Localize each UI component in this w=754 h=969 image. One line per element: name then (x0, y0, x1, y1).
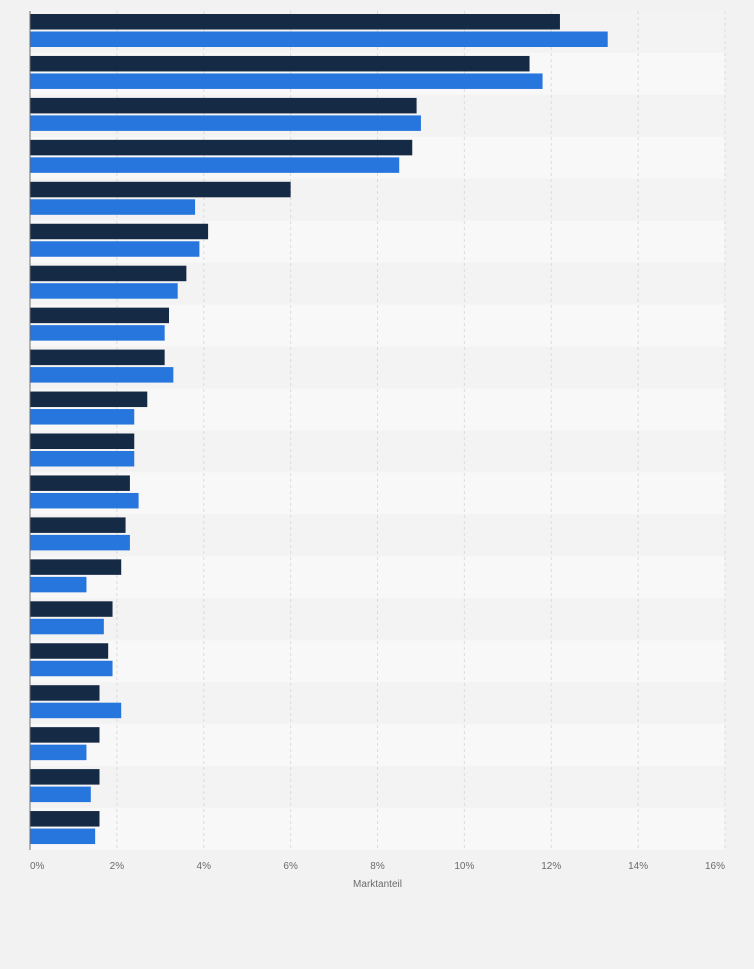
bar-series-1[interactable] (30, 517, 126, 533)
bar-series-2[interactable] (30, 115, 421, 131)
bar-series-1[interactable] (30, 391, 148, 408)
bar-series-2[interactable] (30, 534, 130, 551)
bar-series-1[interactable] (30, 433, 135, 450)
bar-series-2[interactable] (30, 618, 104, 635)
bar-series-1[interactable] (30, 685, 100, 701)
bar-series-2[interactable] (30, 73, 543, 89)
x-tick-label: 10% (454, 861, 474, 872)
bar-series-1[interactable] (30, 475, 130, 491)
x-axis-title: Marktanteil (353, 879, 402, 890)
bar-series-2[interactable] (30, 702, 122, 719)
bar-series-1[interactable] (30, 307, 169, 324)
x-tick-label: 8% (370, 861, 385, 872)
x-tick-label: 0% (30, 861, 45, 872)
bar-series-1[interactable] (30, 559, 122, 575)
bar-series-2[interactable] (30, 492, 139, 509)
bar-series-1[interactable] (30, 769, 100, 785)
bar-series-2[interactable] (30, 828, 96, 845)
bar-series-2[interactable] (30, 367, 174, 383)
bar-series-1[interactable] (30, 181, 291, 198)
bar-series-2[interactable] (30, 451, 135, 467)
row-bands (30, 11, 725, 850)
bar-series-1[interactable] (30, 349, 165, 366)
bar-series-2[interactable] (30, 744, 87, 761)
bar-series-2[interactable] (30, 660, 113, 677)
bar-series-2[interactable] (30, 199, 196, 215)
bar-series-1[interactable] (30, 601, 113, 617)
bar-series-1[interactable] (30, 265, 187, 282)
bar-series-2[interactable] (30, 325, 165, 341)
bar-series-2[interactable] (30, 576, 87, 593)
bar-series-1[interactable] (30, 97, 417, 114)
x-tick-label: 14% (628, 861, 648, 872)
bar-series-2[interactable] (30, 786, 91, 803)
bar-series-2[interactable] (30, 157, 400, 173)
bar-series-1[interactable] (30, 14, 560, 30)
bar-series-2[interactable] (30, 409, 135, 425)
bar-series-1[interactable] (30, 139, 413, 156)
x-tick-label: 12% (541, 861, 561, 872)
bar-series-1[interactable] (30, 727, 100, 743)
x-tick-label: 6% (283, 861, 298, 872)
bar-series-2[interactable] (30, 241, 200, 257)
bar-series-1[interactable] (30, 811, 100, 827)
bar-series-1[interactable] (30, 643, 109, 659)
bar-series-1[interactable] (30, 223, 209, 240)
x-tick-labels: 0% 2% 4% 6% 8% 10% 12% 14% 16% (30, 861, 725, 872)
x-tick-label: 2% (110, 861, 125, 872)
bar-series-1[interactable] (30, 55, 530, 72)
bar-series-2[interactable] (30, 31, 608, 48)
bars (30, 14, 608, 845)
x-tick-label: 16% (705, 861, 725, 872)
bar-series-2[interactable] (30, 283, 178, 299)
x-tick-label: 4% (197, 861, 212, 872)
